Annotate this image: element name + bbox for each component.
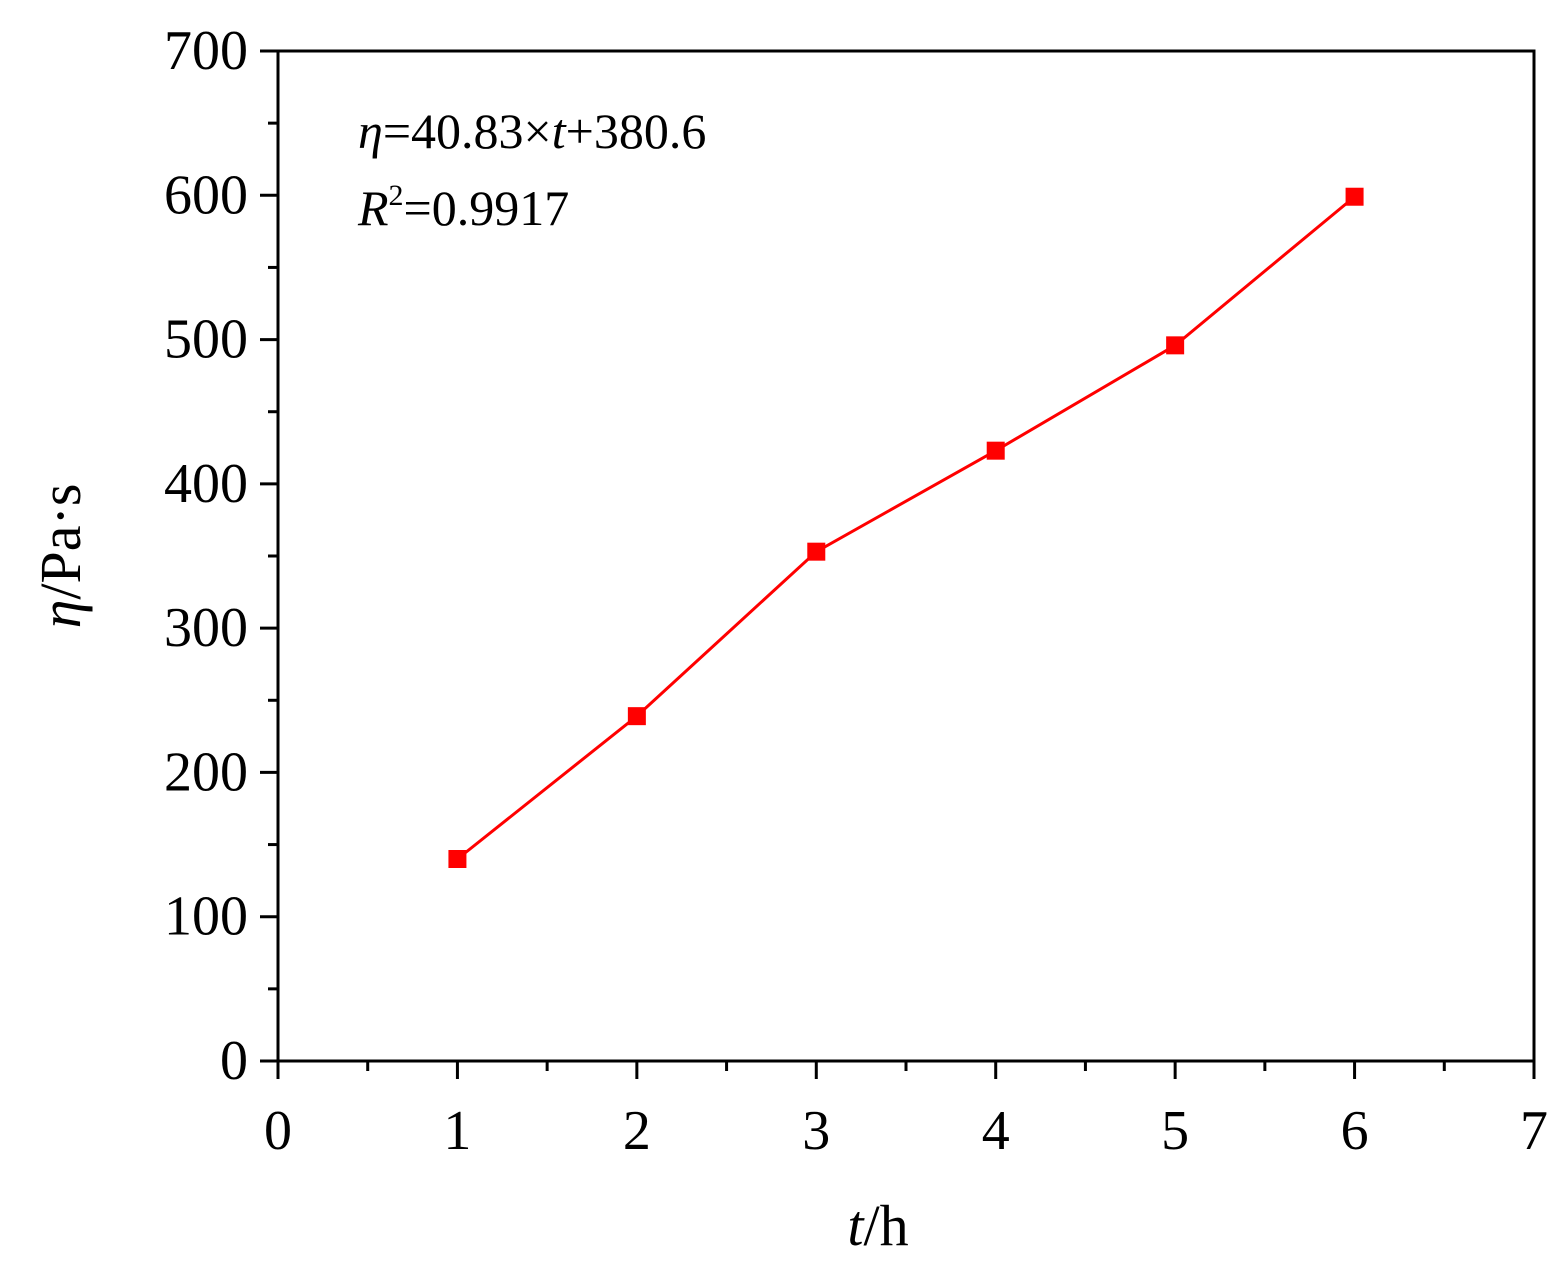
y-axis-ticks: 0 100 200 300 400 500 600 700 (164, 20, 278, 1092)
data-point (986, 441, 1005, 460)
series-group (448, 187, 1364, 868)
y-tick-label: 300 (164, 597, 248, 659)
y-axis-label: η/Pa·s (28, 484, 93, 629)
y-tick-label: 600 (164, 164, 248, 226)
x-tick-label: 6 (1341, 1100, 1369, 1162)
data-point (1345, 187, 1364, 206)
x-axis-ticks: 0 1 2 3 4 5 6 7 (264, 1061, 1548, 1162)
y-tick-label: 100 (164, 886, 248, 948)
series-line (456, 195, 1356, 861)
data-point (807, 542, 826, 561)
x-tick-label: 2 (623, 1100, 651, 1162)
fit-equation: η=40.83×t+380.6 (358, 103, 706, 159)
x-tick-label: 4 (982, 1100, 1010, 1162)
r-squared: R2=0.9917 (357, 179, 569, 236)
data-point (448, 850, 467, 868)
x-tick-label: 0 (264, 1100, 292, 1162)
y-tick-label: 700 (164, 20, 248, 82)
data-point (1166, 336, 1185, 355)
x-tick-label: 1 (443, 1100, 471, 1162)
x-tick-label: 7 (1520, 1100, 1548, 1162)
x-tick-label: 5 (1161, 1100, 1189, 1162)
data-point (627, 707, 646, 726)
y-tick-label: 200 (164, 741, 248, 803)
y-tick-label: 400 (164, 453, 248, 515)
y-tick-label: 500 (164, 309, 248, 371)
x-tick-label: 3 (802, 1100, 830, 1162)
x-axis-label: t/h (847, 1193, 908, 1258)
y-tick-label: 0 (220, 1030, 248, 1092)
